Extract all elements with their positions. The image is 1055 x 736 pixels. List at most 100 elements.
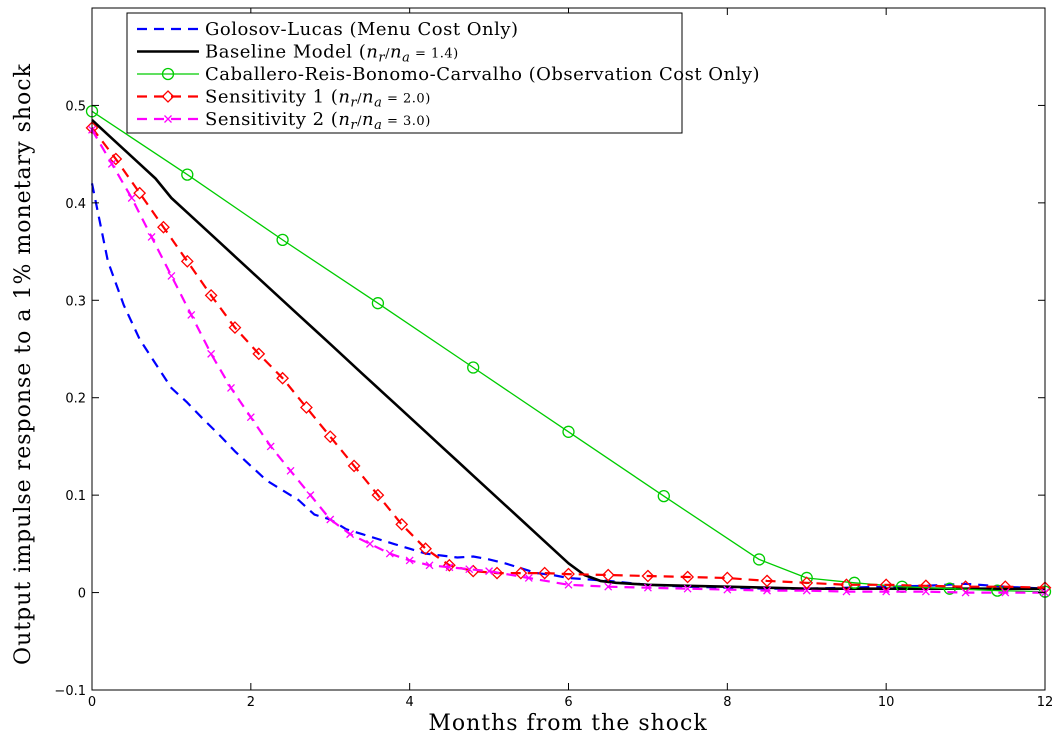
x-tick-label: 12: [1037, 695, 1054, 710]
y-tick-label: 0.2: [65, 392, 86, 407]
data-point: [562, 425, 575, 438]
data-point: [643, 583, 652, 592]
data-point: [760, 574, 774, 588]
legend-label: Golosov-Lucas (Menu Cost Only): [205, 19, 519, 40]
y-tick-label: 0.4: [65, 197, 86, 212]
data-point: [276, 371, 290, 385]
y-tick-label: 0: [78, 587, 86, 602]
data-point: [365, 539, 374, 548]
data-point: [157, 220, 170, 234]
data-point: [252, 347, 266, 361]
legend: Golosov-Lucas (Menu Cost Only)Baseline M…: [126, 12, 760, 134]
series-4: [85, 121, 1052, 595]
data-point: [385, 549, 394, 558]
data-point: [514, 566, 528, 580]
data-point: [720, 571, 734, 585]
legend-label: Sensitivity 1 (nr/na = 2.0): [205, 87, 431, 111]
data-point: [840, 578, 853, 592]
series-5: [88, 125, 1049, 597]
data-point: [564, 580, 573, 589]
series-line: [90, 183, 1046, 590]
series-line: [91, 110, 1046, 593]
series-line: [91, 129, 1045, 594]
y-tick-label: 0.5: [65, 99, 86, 114]
x-axis-title: Months from the shock: [428, 711, 707, 736]
data-point: [107, 159, 116, 168]
legend-swatch-marker: [161, 90, 175, 103]
data-point: [180, 254, 194, 268]
x-tick-label: 10: [878, 695, 895, 710]
data-point: [882, 587, 891, 596]
data-point: [405, 556, 414, 565]
data-point: [723, 585, 732, 594]
data-point: [681, 570, 695, 584]
data-point: [465, 565, 474, 574]
data-point: [445, 563, 454, 572]
data-point: [306, 491, 315, 500]
x-tick-label: 6: [564, 695, 572, 710]
data-point: [207, 349, 216, 358]
y-axis-title: Output impulse response to a 1% monetary…: [11, 63, 36, 665]
data-point: [538, 566, 552, 580]
data-point: [961, 588, 970, 597]
data-point: [442, 558, 456, 572]
data-point: [601, 568, 615, 582]
series-line: [91, 127, 1046, 589]
x-tick-label: 0: [88, 695, 96, 710]
x-tick-label: 2: [247, 695, 255, 710]
data-point: [323, 430, 337, 444]
data-point: [485, 567, 494, 576]
legend-swatch-marker: [161, 67, 175, 81]
data-point: [425, 561, 434, 570]
data-point: [802, 586, 811, 595]
data-point: [187, 310, 196, 319]
data-point: [419, 542, 432, 556]
y-tick-label: 0.1: [65, 489, 86, 504]
data-point: [347, 459, 361, 473]
data-point: [181, 168, 194, 181]
data-point: [276, 233, 289, 247]
data-point: [467, 361, 480, 374]
legend-label: Caballero-Reis-Bonomo-Carvalho (Observat…: [205, 64, 760, 85]
data-point: [286, 466, 295, 475]
data-point: [300, 401, 313, 414]
data-point: [167, 271, 176, 280]
series-2: [91, 119, 1045, 590]
plot-area: [85, 105, 1052, 598]
series-3: [85, 105, 1052, 598]
data-point: [641, 569, 655, 583]
data-point: [266, 442, 275, 451]
data-point: [524, 573, 533, 582]
series-1: [90, 183, 1046, 590]
data-point: [127, 194, 136, 202]
data-point: [227, 384, 235, 392]
legend-swatch-marker: [164, 115, 172, 123]
x-tick-label: 4: [406, 695, 414, 710]
data-point: [562, 567, 575, 581]
data-point: [133, 186, 147, 200]
data-point: [326, 515, 335, 524]
legend-box: [126, 12, 683, 134]
x-tick-label: 8: [723, 695, 731, 710]
data-point: [879, 578, 893, 592]
data-point: [752, 553, 766, 566]
legend-label: Sensitivity 2 (nr/na = 3.0): [205, 109, 431, 133]
data-point: [204, 288, 218, 302]
data-point: [763, 586, 772, 595]
y-tick-label: 0.3: [65, 294, 86, 309]
y-tick-label: −0.1: [54, 684, 86, 699]
data-point: [109, 152, 123, 166]
data-point: [246, 413, 255, 422]
data-point: [800, 576, 814, 590]
data-point: [683, 584, 692, 593]
data-point: [147, 232, 156, 241]
legend-label: Baseline Model (nr/na = 1.4): [205, 42, 459, 66]
data-point: [395, 517, 409, 531]
data-point: [921, 587, 930, 596]
data-point: [371, 488, 385, 502]
data-point: [604, 582, 613, 591]
series-line: [91, 119, 1045, 590]
data-point: [1001, 588, 1010, 597]
data-point: [848, 576, 861, 589]
